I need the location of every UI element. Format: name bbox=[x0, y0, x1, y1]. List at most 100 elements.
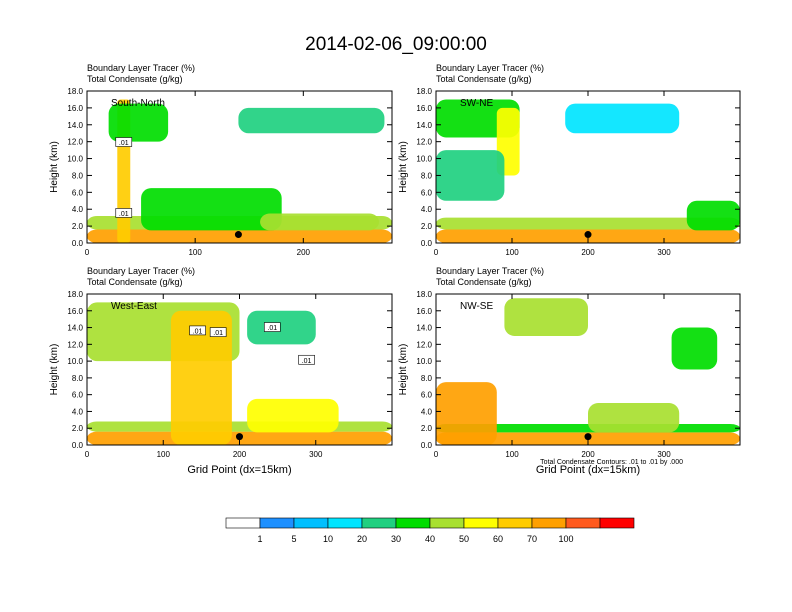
x-tick-label: 200 bbox=[297, 248, 311, 257]
y-tick-label: 6.0 bbox=[72, 188, 84, 197]
tracer-region-5 bbox=[671, 327, 718, 370]
y-tick-label: 10.0 bbox=[67, 155, 83, 164]
y-tick-label: 4.0 bbox=[72, 407, 84, 416]
colorbar-swatch bbox=[395, 517, 431, 529]
y-tick-label: 8.0 bbox=[421, 374, 433, 383]
panel-label: SW-NE bbox=[460, 98, 493, 109]
y-tick-label: 18.0 bbox=[416, 290, 432, 299]
contour-label: .01 bbox=[119, 140, 129, 147]
y-tick-label: 10.0 bbox=[67, 357, 83, 366]
location-marker bbox=[234, 231, 242, 239]
contour-label-box bbox=[209, 327, 227, 337]
x-axis-label: Grid Point (dx=15km) bbox=[536, 464, 640, 476]
contour-label: .01 bbox=[193, 328, 203, 335]
panel-4: Boundary Layer Tracer (%)Total Condensat… bbox=[398, 266, 741, 476]
y-tick-label: 6.0 bbox=[72, 391, 84, 400]
tracer-region-6 bbox=[238, 107, 385, 134]
y-tick-label: 18.0 bbox=[67, 290, 83, 299]
tracer-region-2 bbox=[87, 421, 392, 432]
x-axis-label: Grid Point (dx=15km) bbox=[187, 464, 291, 476]
x-tick-label: 300 bbox=[657, 248, 671, 257]
colorbar-label: 50 bbox=[459, 534, 469, 544]
y-axis-label: Height (km) bbox=[398, 344, 409, 396]
panel-1: Boundary Layer Tracer (%)Total Condensat… bbox=[49, 63, 393, 257]
colorbar-swatch bbox=[293, 517, 329, 529]
y-tick-label: 8.0 bbox=[72, 374, 84, 383]
tracer-region-7 bbox=[686, 200, 740, 231]
y-tick-label: 2.0 bbox=[72, 222, 84, 231]
colorbar: 1 5 10 20 30 40 50 60 70 100 bbox=[225, 517, 635, 544]
colorbar-label: 100 bbox=[558, 534, 573, 544]
colorbar-swatch bbox=[327, 517, 363, 529]
tracer-region-4 bbox=[504, 298, 588, 336]
x-tick-label: 100 bbox=[188, 248, 202, 257]
contour-label-box bbox=[263, 322, 281, 332]
panel-label: South-North bbox=[111, 98, 165, 109]
tracer-region-6 bbox=[588, 403, 680, 433]
plot-frame bbox=[86, 90, 393, 244]
location-marker bbox=[584, 231, 592, 239]
panel-subtitle-tracer: Boundary Layer Tracer (%) bbox=[436, 266, 544, 276]
y-tick-label: 6.0 bbox=[421, 391, 433, 400]
tracer-region-5 bbox=[108, 103, 169, 142]
panel-subtitle-tracer: Boundary Layer Tracer (%) bbox=[87, 266, 195, 276]
x-tick-label: 100 bbox=[505, 248, 519, 257]
tracer-region-5 bbox=[436, 150, 505, 201]
panel-label: West-East bbox=[111, 301, 157, 312]
panel-label: NW-SE bbox=[460, 301, 493, 312]
colorbar-swatch bbox=[225, 517, 261, 529]
y-tick-label: 12.0 bbox=[416, 138, 432, 147]
colorbar-label: 60 bbox=[493, 534, 503, 544]
colorbar-swatch bbox=[497, 517, 533, 529]
colorbar-swatch bbox=[361, 517, 397, 529]
panel-subtitle-condensate: Total Condensate (g/kg) bbox=[87, 74, 183, 84]
location-marker bbox=[584, 433, 592, 441]
y-tick-label: 16.0 bbox=[416, 104, 432, 113]
figure-title: 2014-02-06_09:00:00 bbox=[305, 34, 487, 55]
panel-subtitle-condensate: Total Condensate (g/kg) bbox=[436, 74, 532, 84]
y-tick-label: 14.0 bbox=[416, 324, 432, 333]
colorbar-swatch bbox=[599, 517, 635, 529]
y-tick-label: 12.0 bbox=[416, 340, 432, 349]
y-tick-label: 0.0 bbox=[72, 239, 84, 248]
panel-subtitle-condensate: Total Condensate (g/kg) bbox=[436, 277, 532, 287]
contour-label-box bbox=[298, 354, 315, 365]
tracer-region-3 bbox=[436, 382, 497, 445]
panel-2: Boundary Layer Tracer (%)Total Condensat… bbox=[398, 63, 741, 257]
contour-label-box bbox=[115, 137, 133, 147]
y-tick-label: 18.0 bbox=[67, 87, 83, 96]
contour-label: .01 bbox=[267, 325, 277, 332]
x-tick-label: 200 bbox=[581, 248, 595, 257]
contour-label: .01 bbox=[302, 358, 312, 365]
colorbar-swatch bbox=[463, 517, 499, 529]
tracer-field bbox=[436, 298, 740, 445]
contour-label: .01 bbox=[213, 330, 223, 337]
y-tick-label: 0.0 bbox=[421, 441, 433, 450]
x-tick-label: 0 bbox=[85, 450, 90, 459]
y-tick-label: 2.0 bbox=[421, 424, 433, 433]
y-tick-label: 16.0 bbox=[67, 104, 83, 113]
y-tick-label: 14.0 bbox=[67, 324, 83, 333]
x-tick-label: 300 bbox=[309, 450, 323, 459]
y-tick-label: 14.0 bbox=[67, 121, 83, 130]
tracer-field bbox=[436, 99, 740, 243]
y-tick-label: 0.0 bbox=[72, 441, 84, 450]
colorbar-label: 10 bbox=[323, 534, 333, 544]
contour-note: Total Condensate Contours: .01 to .01 by… bbox=[540, 459, 683, 466]
y-tick-label: 14.0 bbox=[416, 121, 432, 130]
y-tick-label: 4.0 bbox=[72, 205, 84, 214]
panel-subtitle-condensate: Total Condensate (g/kg) bbox=[87, 277, 183, 287]
x-tick-label: 300 bbox=[657, 450, 671, 459]
y-tick-label: 4.0 bbox=[421, 205, 433, 214]
y-axis-label: Height (km) bbox=[49, 141, 60, 193]
y-tick-label: 12.0 bbox=[67, 138, 83, 147]
colorbar-swatch bbox=[565, 517, 601, 529]
tracer-field bbox=[87, 302, 392, 445]
x-tick-label: 100 bbox=[505, 450, 519, 459]
location-marker bbox=[236, 433, 243, 441]
colorbar-swatch bbox=[531, 517, 567, 529]
tracer-region-6 bbox=[565, 103, 680, 134]
colorbar-label: 20 bbox=[357, 534, 367, 544]
y-tick-label: 12.0 bbox=[67, 340, 83, 349]
